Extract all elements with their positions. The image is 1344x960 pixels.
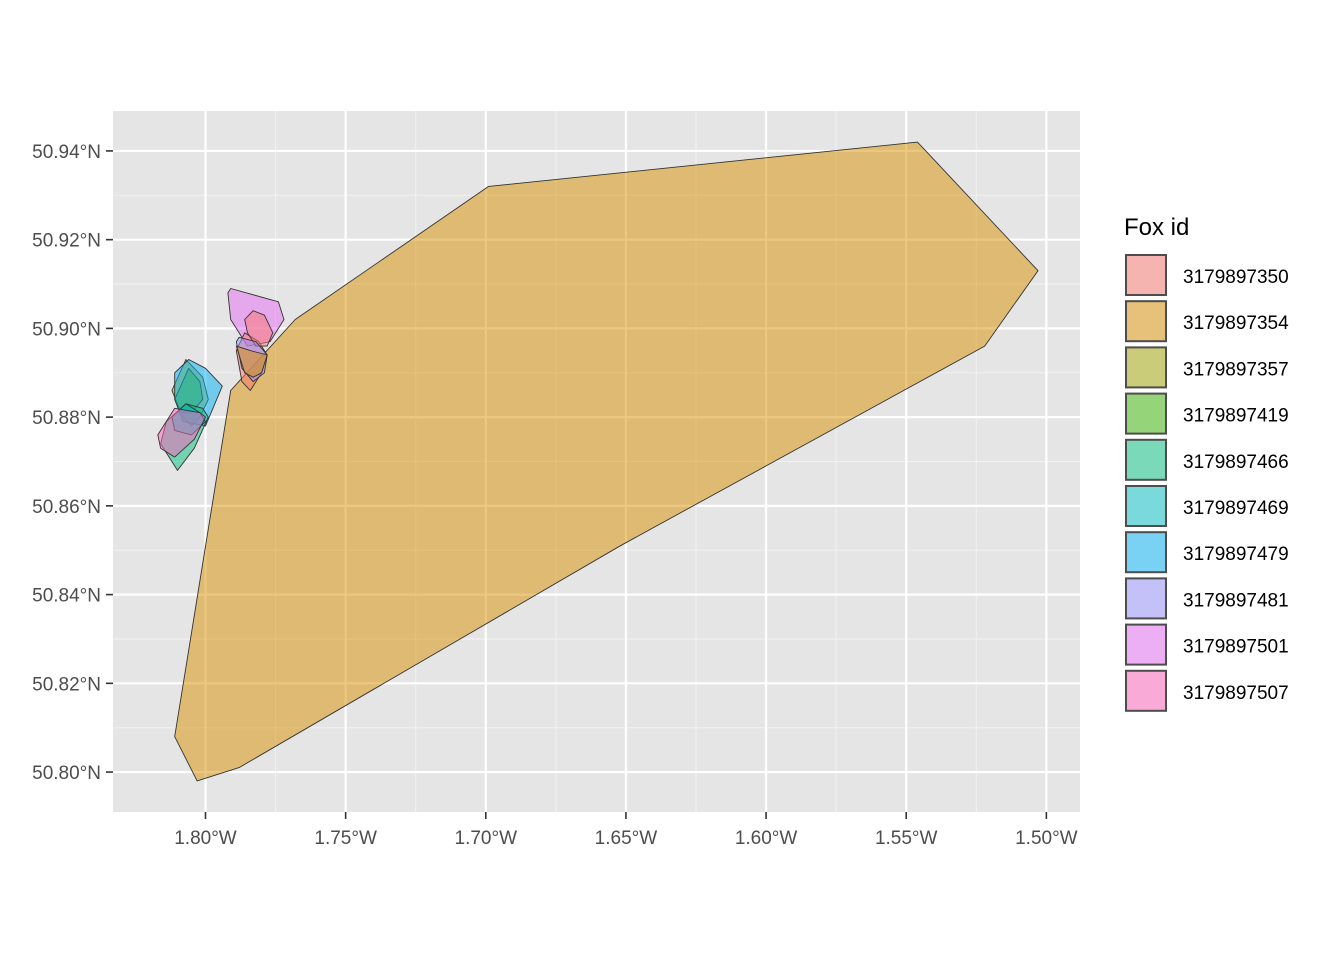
- home-range-polygon-3179897507: [157, 407, 206, 458]
- y-tick-label: 50.84°N: [32, 586, 101, 607]
- legend-key-swatch: [1125, 577, 1167, 620]
- legend-label: 3179897479: [1183, 544, 1289, 565]
- legend-key-swatch: [1125, 300, 1167, 343]
- legend-label: 3179897357: [1183, 359, 1289, 380]
- legend-key-swatch: [1125, 531, 1167, 574]
- y-tick-label: 50.94°N: [32, 142, 101, 163]
- x-tick-label: 1.50°W: [1015, 828, 1078, 849]
- x-tick-label: 1.80°W: [174, 828, 237, 849]
- legend-label: 3179897501: [1183, 637, 1289, 658]
- legend-key-swatch: [1125, 623, 1167, 666]
- legend-key-swatch: [1125, 438, 1167, 481]
- legend-title: Fox id: [1124, 214, 1189, 241]
- x-tick-label: 1.60°W: [735, 828, 798, 849]
- legend: Fox id 3179897350 3179897354 3179897357 317…: [1124, 214, 1289, 712]
- legend-key-swatch: [1125, 485, 1167, 527]
- legend-label: 3179897354: [1183, 313, 1289, 334]
- y-axis: 50.80°N 50.82°N 50.84°N 50.86°N 50.88°N 50.90…: [32, 142, 113, 784]
- y-tick-label: 50.86°N: [32, 497, 101, 518]
- legend-label: 3179897350: [1183, 267, 1289, 288]
- legend-label: 3179897419: [1183, 406, 1289, 427]
- y-tick-label: 50.90°N: [32, 319, 101, 340]
- x-tick-label: 1.75°W: [314, 828, 377, 849]
- home-range-polygon-3179897354: [174, 141, 1039, 782]
- legend-label: 3179897469: [1183, 498, 1289, 519]
- x-tick-label: 1.55°W: [875, 828, 938, 849]
- x-tick-label: 1.70°W: [455, 828, 518, 849]
- y-tick-label: 50.88°N: [32, 408, 101, 429]
- home-range-polygon-3179897350b: [244, 310, 274, 347]
- home-range-polygons: [157, 141, 1039, 782]
- home-range-polygon-3179897354b: [235, 345, 268, 378]
- y-tick-label: 50.80°N: [32, 763, 101, 784]
- legend-label: 3179897466: [1183, 452, 1289, 473]
- x-axis: 1.80°W 1.75°W 1.70°W 1.65°W 1.60°W 1.55°W 1.50…: [174, 812, 1078, 849]
- legend-label: 3179897507: [1183, 683, 1289, 704]
- y-tick-label: 50.82°N: [32, 674, 101, 695]
- y-tick-label: 50.92°N: [32, 231, 101, 252]
- legend-key-swatch: [1125, 392, 1167, 435]
- legend-key-swatch: [1125, 346, 1167, 389]
- x-tick-label: 1.65°W: [595, 828, 658, 849]
- legend-key-swatch: [1125, 254, 1167, 296]
- legend-label: 3179897481: [1183, 590, 1289, 611]
- legend-key-swatch: [1125, 669, 1167, 712]
